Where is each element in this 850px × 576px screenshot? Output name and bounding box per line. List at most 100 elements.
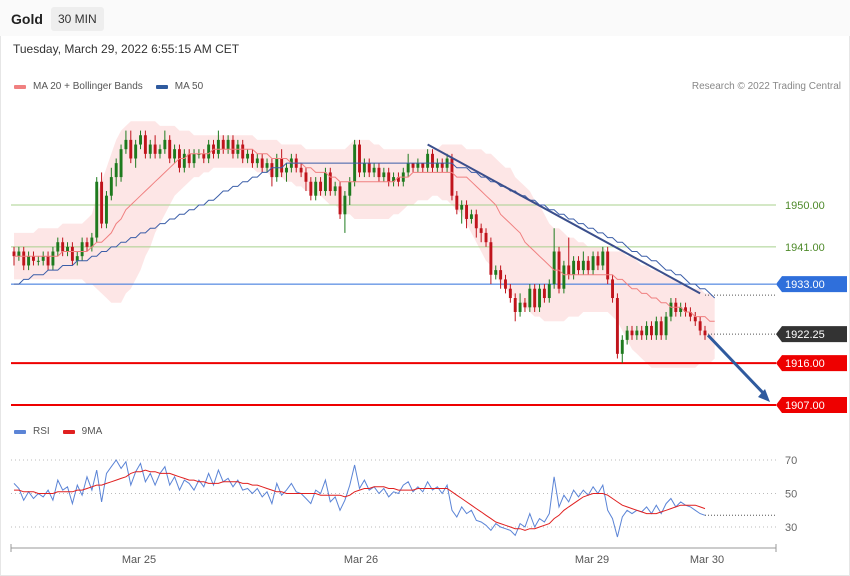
x-tick-label: Mar 30 [690,554,724,566]
candle-body [36,260,40,262]
candle-body [698,321,702,331]
candle-body [567,265,571,275]
level-label: 1941.00 [785,242,825,254]
candle-body [606,251,610,280]
level-1941.00: 1941.00 [11,242,825,254]
legend-label-9ma: 9MA [81,426,103,437]
candle-body [314,181,318,196]
price-legend: MA 20 + Bollinger Bands MA 50 [14,81,216,92]
candle-body [348,181,352,196]
candle-body [114,163,118,178]
candle-body [508,288,512,299]
candle-body [80,242,84,257]
candle-body [299,167,303,173]
candle-body [581,260,585,271]
candle-body [61,242,65,252]
candle-body [630,330,634,336]
legend-swatch-rsi [14,429,26,434]
candle-body [542,288,546,299]
rsi-tick-label: 50 [785,489,797,501]
level-tag [776,355,847,372]
candle-body [221,139,225,150]
candle-body [246,153,250,159]
legend-swatch-ma20 [14,84,26,89]
rsi-tick-label: 70 [785,455,797,467]
candle-body [260,158,264,168]
candle-body [591,256,595,271]
candle-body [679,307,683,312]
projection-arrow-shaft [706,334,768,398]
candle-body [411,163,415,168]
candle-body [469,214,473,219]
candle-body [635,330,639,336]
candle-body [688,311,692,317]
candle-body [528,288,532,308]
candle-body [338,186,342,215]
candle-body [41,256,45,261]
symbol-title: Gold [11,11,43,27]
candle-body [640,330,644,336]
candle-body [577,260,580,271]
candle-body [421,163,425,168]
candle-body [309,181,313,196]
level-tag [776,276,847,293]
x-tick-label: Mar 26 [344,554,378,566]
candle-body [513,298,517,312]
rsi-ma9-line [14,469,706,531]
candle-body [343,195,347,215]
ma20-line [14,148,715,322]
candle-body [119,149,123,178]
candle-body [95,181,99,238]
candle-body [465,205,469,219]
legend-swatch-ma50 [155,84,168,89]
candle-body [358,144,361,173]
candle-body [27,256,31,266]
candle-body [382,172,386,178]
candle-body [387,172,391,182]
candle-body [450,158,454,196]
level-label: 1950.00 [785,200,825,212]
timeframe-button[interactable]: 30 MIN [51,7,104,31]
credit-text: Research © 2022 Trading Central [691,81,841,92]
candle-body [46,256,50,266]
candle-body [406,163,410,173]
candle-body [192,153,196,164]
candle-body [255,158,259,164]
candle-body [56,242,60,252]
candle-body [168,139,172,159]
candle-body [474,214,478,229]
candle-body [377,167,381,178]
candle-body [270,163,274,178]
candle-body [440,163,444,168]
candle-body [523,302,527,308]
candle-body [435,163,439,168]
candle-body [538,288,542,308]
legend-item-ma20: MA 20 + Bollinger Bands [14,81,143,92]
candle-body [90,237,94,247]
candle-body [250,153,254,164]
level-label: 1907.00 [785,400,825,412]
candle-body [659,321,663,336]
x-tick-label: Mar 25 [122,554,156,566]
level-1907.00: 1907.00 [11,397,847,413]
candle-body [703,330,707,336]
candle-body [109,177,113,196]
candle-body [455,195,459,210]
candle-body [143,135,147,154]
candle-body [362,163,366,173]
candle-body [367,163,371,173]
candle-body [669,302,673,317]
candle-body [562,265,566,289]
rsi-legend: RSI 9MA [14,426,115,437]
level-1933.00: 1933.00 [11,276,847,296]
candle-body [22,251,26,266]
candle-body [216,139,220,154]
candle-body [265,163,269,168]
legend-swatch-9ma [62,429,75,434]
candle-body [12,251,16,257]
candle-body [182,153,186,168]
candle-body [431,153,434,168]
candle-body [484,232,488,243]
candle-body [460,205,464,210]
candle-body [17,251,21,257]
